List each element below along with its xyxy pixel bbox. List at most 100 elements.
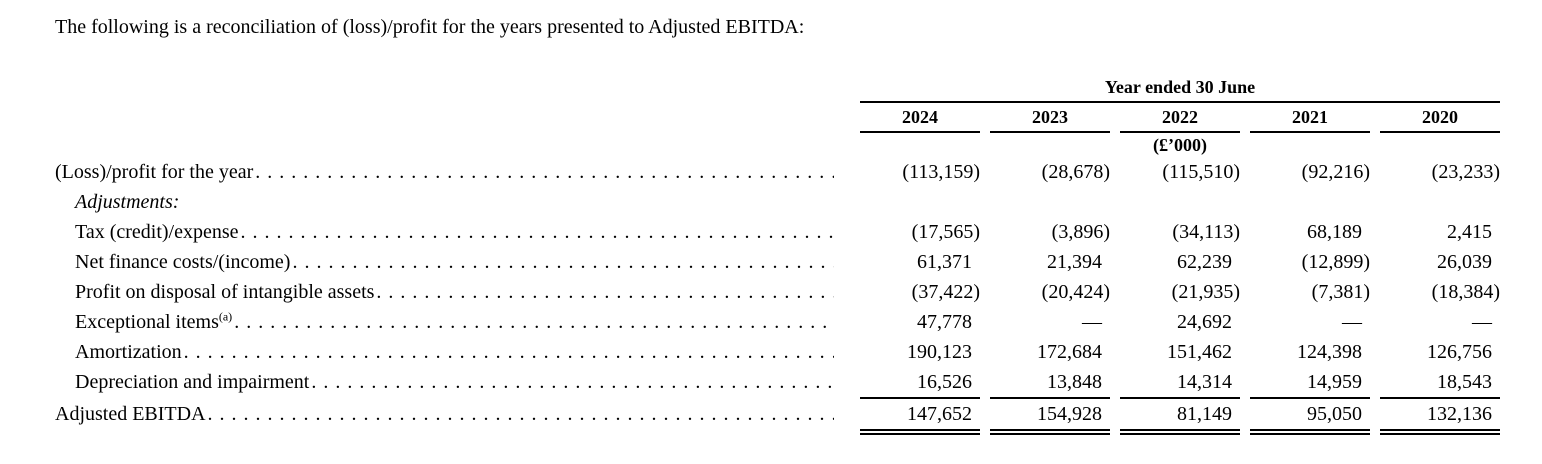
table-row: Depreciation and impairment . . . . . . …: [55, 367, 1500, 399]
row-label: Profit on disposal of intangible assets …: [55, 277, 860, 307]
value-cell: (20,424): [1041, 281, 1110, 303]
value-cell: 190,123: [907, 341, 972, 363]
value-cell: (34,113): [1172, 221, 1240, 243]
year-column-header: 2023: [990, 105, 1110, 133]
row-values: (17,565) (3,896) (34,113) 68,189 2,415: [860, 217, 1500, 247]
row-label-text: Amortization: [75, 341, 182, 363]
value-cell: (17,565): [911, 221, 980, 243]
row-values: 16,526 13,848 14,314 14,959 18,543: [860, 367, 1500, 399]
value-cell: 2,415: [1447, 221, 1492, 243]
table-header-group-label: Year ended 30 June: [860, 76, 1500, 103]
value-cell: (21,935): [1171, 281, 1240, 303]
year-header-row: 2024 2023 2022 2021 2020: [55, 103, 1500, 133]
unit-row-cell: [1250, 133, 1370, 157]
table-rows: (Loss)/profit for the year . . . . . . .…: [55, 157, 1500, 435]
unit-row-cell: [860, 133, 980, 157]
dot-leader: . . . . . . . . . . . . . . . . . . . . …: [311, 371, 834, 393]
unit-row-cell: [1380, 133, 1500, 157]
value-cell: (37,422): [911, 281, 980, 303]
value-cell: (23,233): [1431, 161, 1500, 183]
table-header-group-row: Year ended 30 June: [55, 76, 1500, 103]
table-row: Adjustments:: [55, 187, 1500, 217]
year-header-cells: 2024 2023 2022 2021 2020: [860, 105, 1500, 133]
unit-row-cell: [990, 133, 1110, 157]
value-cell: 24,692: [1177, 311, 1232, 333]
row-label: Adjusted EBITDA . . . . . . . . . . . . …: [55, 399, 860, 429]
row-label: (Loss)/profit for the year . . . . . . .…: [55, 157, 860, 187]
value-cell: 95,050: [1250, 399, 1370, 435]
row-values: (37,422) (20,424) (21,935) (7,381) (18,384): [860, 277, 1500, 307]
value-cell: 81,149: [1120, 399, 1240, 435]
value-cell: 126,756: [1427, 341, 1492, 363]
value-cell: (28,678): [1041, 161, 1110, 183]
value-cell: 26,039: [1437, 251, 1492, 273]
row-label: Amortization . . . . . . . . . . . . . .…: [55, 337, 860, 367]
table-row: (Loss)/profit for the year . . . . . . .…: [55, 157, 1500, 187]
table-row: Exceptional items(a) . . . . . . . . . .…: [55, 307, 1500, 337]
dot-leader: . . . . . . . . . . . . . . . . . . . . …: [292, 251, 834, 273]
year-column-header: 2021: [1250, 105, 1370, 133]
value-cell: (12,899): [1301, 251, 1370, 273]
value-cell: (18,384): [1431, 281, 1500, 303]
unit-note: (£’000): [1153, 135, 1207, 155]
row-values: (113,159) (28,678) (115,510) (92,216) (23,23…: [860, 157, 1500, 187]
table-row: Tax (credit)/expense . . . . . . . . . .…: [55, 217, 1500, 247]
row-label-text: Profit on disposal of intangible assets: [75, 281, 375, 303]
header-spacer: [55, 105, 860, 133]
value-cell: —: [1342, 311, 1362, 333]
row-label-text: Exceptional items(a): [75, 309, 233, 333]
row-values: 61,371 21,394 62,239 (12,899) 26,039: [860, 247, 1500, 277]
value-cell: 14,959: [1250, 367, 1370, 399]
year-column-header: 2020: [1380, 105, 1500, 133]
row-label-text: Depreciation and impairment: [75, 371, 310, 393]
value-cell: 147,652: [860, 399, 980, 435]
value-cell: (7,381): [1311, 281, 1370, 303]
unit-row: (£’000): [55, 133, 1500, 157]
row-label: Tax (credit)/expense . . . . . . . . . .…: [55, 217, 860, 247]
dot-leader: . . . . . . . . . . . . . . . . . . . . …: [240, 221, 834, 243]
value-cell: (3,896): [1051, 221, 1110, 243]
year-column-header: 2024: [860, 105, 980, 133]
row-label: Net finance costs/(income) . . . . . . .…: [55, 247, 860, 277]
reconciliation-table: Year ended 30 June 2024 2023 2022 2021 2020 …: [55, 76, 1500, 435]
row-label-text: Net finance costs/(income): [75, 251, 291, 273]
dot-leader: . . . . . . . . . . . . . . . . . . . . …: [234, 311, 834, 333]
value-cell: 13,848: [990, 367, 1110, 399]
row-label: Depreciation and impairment . . . . . . …: [55, 367, 860, 397]
value-cell: 68,189: [1307, 221, 1362, 243]
value-cell: 18,543: [1380, 367, 1500, 399]
value-cell: 151,462: [1167, 341, 1232, 363]
dot-leader: . . . . . . . . . . . . . . . . . . . . …: [376, 281, 834, 303]
header-spacer: [55, 76, 860, 103]
row-values: 47,778 — 24,692 — —: [860, 307, 1500, 337]
table-row: Net finance costs/(income) . . . . . . .…: [55, 247, 1500, 277]
value-cell: 172,684: [1037, 341, 1102, 363]
row-label-text: Tax (credit)/expense: [75, 221, 239, 243]
header-spacer: [55, 133, 860, 157]
row-values: 147,652 154,928 81,149 95,050 132,136: [860, 399, 1500, 435]
value-cell: 16,526: [860, 367, 980, 399]
year-column-header: 2022: [1120, 105, 1240, 133]
value-cell: —: [1082, 311, 1102, 333]
value-cell: 21,394: [1047, 251, 1102, 273]
value-cell: 61,371: [917, 251, 972, 273]
value-cell: —: [1472, 311, 1492, 333]
unit-row-cells: (£’000): [860, 133, 1500, 157]
footnote-ref: (a): [218, 309, 233, 324]
intro-paragraph: The following is a reconciliation of (lo…: [55, 16, 805, 38]
value-cell: 14,314: [1120, 367, 1240, 399]
dot-leader: . . . . . . . . . . . . . . . . . . . . …: [255, 161, 834, 183]
row-label: Adjustments:: [55, 187, 860, 217]
row-label-text: Adjustments:: [75, 191, 180, 213]
table-row: Adjusted EBITDA . . . . . . . . . . . . …: [55, 399, 1500, 435]
value-cell: (115,510): [1162, 161, 1240, 183]
value-cell: 62,239: [1177, 251, 1232, 273]
row-label-text: (Loss)/profit for the year: [55, 161, 254, 183]
value-cell: 47,778: [917, 311, 972, 333]
table-row: Amortization . . . . . . . . . . . . . .…: [55, 337, 1500, 367]
value-cell: (113,159): [902, 161, 980, 183]
unit-row-cell: (£’000): [1120, 133, 1240, 157]
value-cell: 132,136: [1380, 399, 1500, 435]
row-values: 190,123 172,684 151,462 124,398 126,756: [860, 337, 1500, 367]
